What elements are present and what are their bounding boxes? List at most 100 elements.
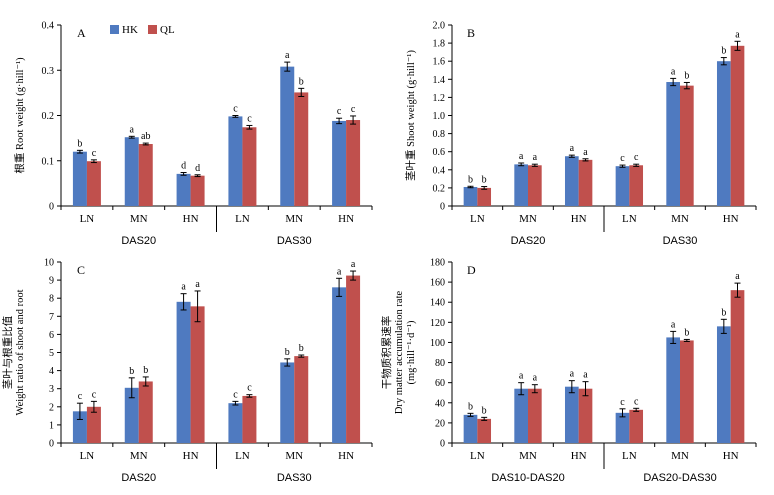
bar-ql	[578, 159, 593, 206]
bar-hk	[514, 164, 528, 206]
bar-hk	[615, 412, 630, 443]
significance-letter: a	[583, 147, 588, 158]
bar-ql	[477, 187, 492, 206]
legend: HK QL	[110, 24, 175, 36]
significance-letter: a	[570, 369, 575, 380]
bar-ql	[294, 356, 309, 443]
significance-letter: c	[247, 113, 252, 124]
bar-ql	[680, 340, 694, 443]
chart-panel-c: 0 1 2 3 4 5 6 7 8 9 10 LN MN HN LN MN HN DAS20 DAS30 c b a c b a…	[1, 258, 373, 484]
significance-letter: a	[285, 50, 290, 61]
bar-hk	[332, 120, 347, 206]
category-label: LN	[80, 213, 95, 225]
significance-letter: b	[285, 347, 290, 358]
category-label: HN	[571, 450, 587, 462]
panel-letter: C	[77, 263, 85, 277]
significance-letter: d	[195, 163, 200, 174]
chart-panel-b: 0 0.2 0.4 0.6 0.8 1.0 1.2 1.4 1.6 1.8 2.0 LN MN HN LN M…	[404, 21, 757, 247]
group-label: DAS30	[277, 472, 312, 484]
significance-letter: c	[233, 104, 238, 115]
category-label: MN	[130, 450, 148, 462]
y-tick-label: 0.1	[42, 156, 55, 167]
bar-hk	[463, 414, 478, 443]
y-tick-label: 0.4	[433, 165, 446, 176]
category-label: MN	[130, 213, 148, 225]
significance-letter: a	[735, 271, 740, 282]
category-label: HN	[723, 213, 739, 225]
chart-panel-a: 0 0.1 0.2 0.3 0.4 LN MN HN LN MN HN DAS20 DAS30 b a d c a…	[13, 21, 373, 247]
significance-letter: c	[351, 104, 356, 115]
bar-ql	[190, 306, 205, 443]
y-tick-label: 0.2	[42, 111, 55, 122]
y-axis-label: 茎叶与根重比值	[1, 315, 14, 389]
category-label: MN	[671, 450, 689, 462]
category-label: LN	[622, 213, 637, 225]
significance-letter: b	[299, 343, 304, 354]
y-tick-label: 0.6	[433, 147, 446, 158]
y-tick-label: 7	[49, 312, 54, 323]
category-label: LN	[470, 213, 485, 225]
significance-letter: a	[519, 371, 524, 382]
significance-letter: b	[482, 405, 487, 416]
legend-swatch-ql	[148, 25, 157, 34]
y-tick-label: 1.2	[433, 93, 446, 104]
significance-letter: ab	[141, 131, 150, 142]
significance-letter: a	[337, 266, 342, 277]
y-tick-label: 0	[440, 439, 445, 450]
group-label: DAS20	[121, 472, 156, 484]
y-tick-label: 4	[49, 366, 54, 377]
y-tick-label: 180	[430, 258, 445, 269]
y-tick-label: 160	[430, 278, 445, 289]
bar-hk	[463, 186, 478, 206]
bar-hk	[72, 411, 87, 443]
y-tick-label: 0	[49, 202, 54, 213]
y-tick-label: 6	[49, 330, 54, 341]
category-label: LN	[235, 213, 250, 225]
bar-ql	[138, 144, 153, 206]
group-label: DAS20-DAS30	[643, 472, 716, 484]
group-label: DAS30	[277, 235, 312, 247]
y-tick-label: 2.0	[433, 21, 446, 32]
significance-letter: c	[620, 153, 625, 164]
significance-letter: a	[570, 143, 575, 154]
bar-hk	[716, 326, 731, 443]
bar-hk	[666, 82, 680, 206]
category-label: MN	[519, 213, 537, 225]
panel-letter: A	[77, 26, 86, 40]
y-tick-label: 0	[49, 439, 54, 450]
y-tick-label: 0.4	[42, 21, 55, 32]
category-label: LN	[470, 450, 485, 462]
significance-letter: b	[299, 76, 304, 87]
significance-letter: a	[195, 279, 200, 290]
y-tick-label: 0.3	[42, 66, 55, 77]
group-label: DAS30	[663, 235, 698, 247]
bar-hk	[228, 403, 243, 443]
bar-ql	[294, 92, 309, 206]
bar-hk	[564, 386, 579, 443]
significance-letter: a	[533, 373, 538, 384]
bar-hk	[124, 137, 139, 206]
bar-hk	[228, 116, 243, 206]
significance-letter: a	[351, 259, 356, 270]
significance-letter: a	[583, 370, 588, 381]
bar-ql	[138, 381, 153, 443]
significance-letter: b	[482, 175, 487, 186]
significance-letter: c	[634, 152, 639, 163]
y-tick-label: 120	[430, 318, 445, 329]
significance-letter: c	[620, 397, 625, 408]
significance-letter: b	[143, 365, 148, 376]
y-tick-label: 3	[49, 384, 54, 395]
significance-letter: a	[671, 66, 676, 77]
significance-letter: b	[129, 366, 134, 377]
bar-hk	[124, 387, 139, 443]
y-tick-label: 1	[49, 420, 54, 431]
significance-letter: c	[634, 396, 639, 407]
bar-ql	[242, 127, 257, 206]
significance-letter: c	[92, 389, 97, 400]
bar-hk	[280, 66, 295, 206]
significance-letter: d	[181, 161, 186, 172]
bar-ql	[477, 418, 492, 443]
significance-letter: a	[735, 29, 740, 40]
group-label: DAS10-DAS20	[491, 472, 564, 484]
